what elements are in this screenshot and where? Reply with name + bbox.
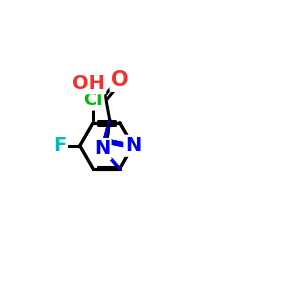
Text: OH: OH xyxy=(72,74,105,93)
Text: F: F xyxy=(53,136,67,155)
Text: N: N xyxy=(94,140,110,158)
Text: O: O xyxy=(111,70,129,90)
Text: N: N xyxy=(125,136,141,155)
Text: Cl: Cl xyxy=(83,91,103,109)
